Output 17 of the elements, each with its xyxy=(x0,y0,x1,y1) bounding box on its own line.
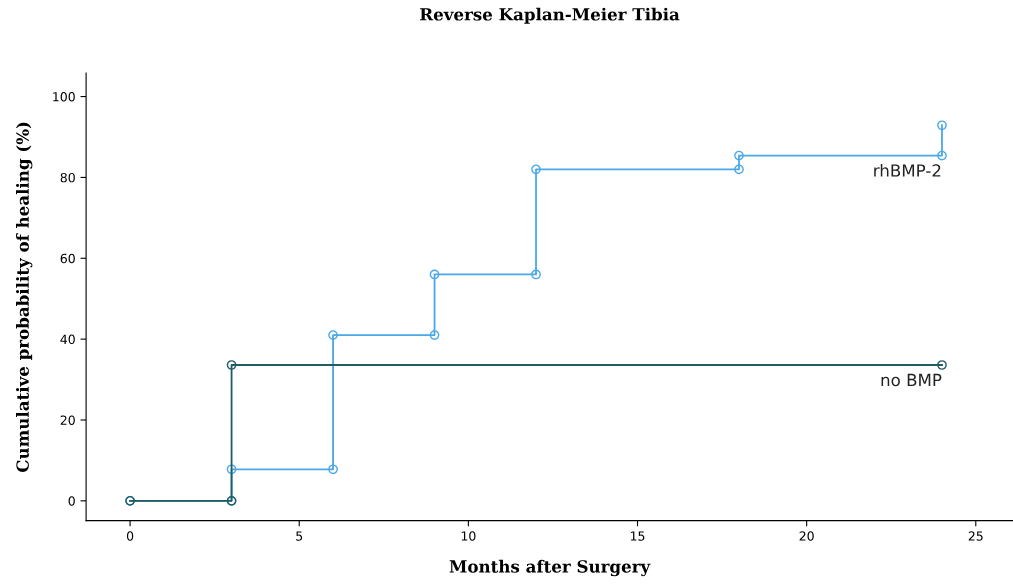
y-tick-label: 80 xyxy=(60,172,75,183)
y-tick-label: 60 xyxy=(60,253,75,264)
x-tick-label: 20 xyxy=(799,531,814,541)
x-tick-label: 5 xyxy=(296,531,303,541)
x-tick-label: 10 xyxy=(461,531,476,541)
x-axis-title: Months after Surgery xyxy=(449,559,651,577)
y-tick-label: 40 xyxy=(60,334,75,345)
y-tick-label: 100 xyxy=(53,92,75,102)
series-label: rhBMP-2 xyxy=(874,163,941,177)
x-tick-label: 25 xyxy=(968,531,983,541)
x-tick-label: 0 xyxy=(126,531,134,541)
y-axis-title: Cumulative probability of healing (%) xyxy=(16,122,33,473)
x-tick-label: 15 xyxy=(630,531,645,541)
y-tick-label: 20 xyxy=(60,415,75,425)
chart-title: Reverse Kaplan-Meier Tibia xyxy=(420,7,680,24)
series-label: no BMP xyxy=(881,373,942,387)
y-tick-label: 0 xyxy=(68,496,75,506)
